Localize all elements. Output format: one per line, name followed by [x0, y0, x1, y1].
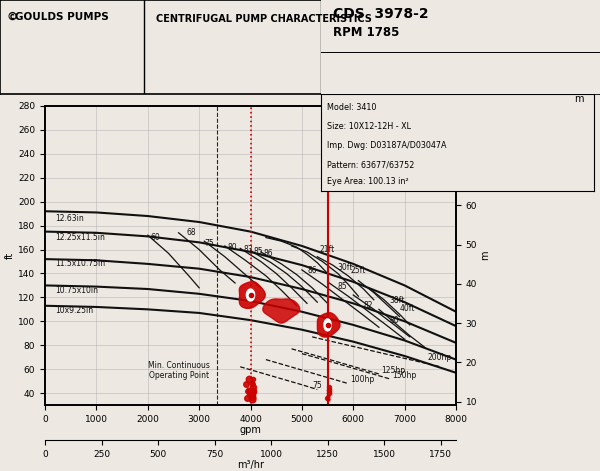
- Text: 38ft: 38ft: [389, 296, 404, 305]
- Text: 86: 86: [264, 249, 274, 258]
- Text: 86: 86: [307, 267, 317, 276]
- Text: RPM 1785: RPM 1785: [333, 26, 400, 39]
- Text: 80: 80: [227, 243, 237, 252]
- Text: 10.75x10in: 10.75x10in: [55, 285, 98, 294]
- Text: 21ft: 21ft: [320, 245, 335, 254]
- Polygon shape: [247, 289, 254, 301]
- Text: CENTRIFUGAL PUMP CHARACTERISTICS: CENTRIFUGAL PUMP CHARACTERISTICS: [156, 14, 372, 24]
- Text: 30ft: 30ft: [338, 263, 353, 272]
- Text: 85: 85: [254, 247, 263, 256]
- Text: 150hp: 150hp: [392, 371, 416, 380]
- Polygon shape: [324, 319, 331, 331]
- Polygon shape: [317, 313, 340, 337]
- Text: 11.5x10.75in: 11.5x10.75in: [55, 259, 106, 268]
- Text: 75: 75: [204, 239, 214, 248]
- Text: GOULDS PUMPS: GOULDS PUMPS: [15, 12, 109, 22]
- Text: 25ft: 25ft: [350, 267, 366, 276]
- Text: m: m: [574, 94, 584, 104]
- Polygon shape: [263, 299, 300, 323]
- Text: Size: 10X12-12H - XL: Size: 10X12-12H - XL: [327, 122, 411, 131]
- Text: Pattern: 63677/63752: Pattern: 63677/63752: [327, 161, 415, 170]
- Text: ©: ©: [6, 12, 17, 22]
- Text: 200hp: 200hp: [428, 353, 452, 362]
- Text: 75: 75: [312, 382, 322, 390]
- Text: Min. Continuous
Operating Point: Min. Continuous Operating Point: [148, 361, 209, 380]
- Text: 85: 85: [338, 282, 347, 291]
- Polygon shape: [239, 282, 265, 309]
- Y-axis label: m: m: [480, 251, 490, 260]
- Text: 10x9.25in: 10x9.25in: [55, 306, 94, 315]
- Y-axis label: ft: ft: [5, 252, 15, 259]
- Text: 125hp: 125hp: [382, 366, 406, 375]
- Text: 80: 80: [389, 316, 399, 325]
- Text: 82: 82: [364, 301, 373, 310]
- Text: 100hp: 100hp: [350, 375, 375, 384]
- Text: 68: 68: [186, 228, 196, 237]
- X-axis label: gpm: gpm: [239, 425, 262, 435]
- Text: 60: 60: [151, 233, 160, 242]
- Text: 12.25x11.5in: 12.25x11.5in: [55, 233, 105, 242]
- X-axis label: m³/hr: m³/hr: [237, 461, 264, 471]
- Text: 83: 83: [244, 245, 253, 254]
- Text: CDS  3978-2: CDS 3978-2: [333, 7, 428, 21]
- Text: Eye Area: 100.13 in²: Eye Area: 100.13 in²: [327, 177, 409, 186]
- Text: 40ft: 40ft: [400, 303, 415, 313]
- Text: Model: 3410: Model: 3410: [327, 103, 376, 112]
- Text: 12.63in: 12.63in: [55, 214, 84, 223]
- Text: Imp. Dwg: D03187A/D03047A: Imp. Dwg: D03187A/D03047A: [327, 141, 446, 150]
